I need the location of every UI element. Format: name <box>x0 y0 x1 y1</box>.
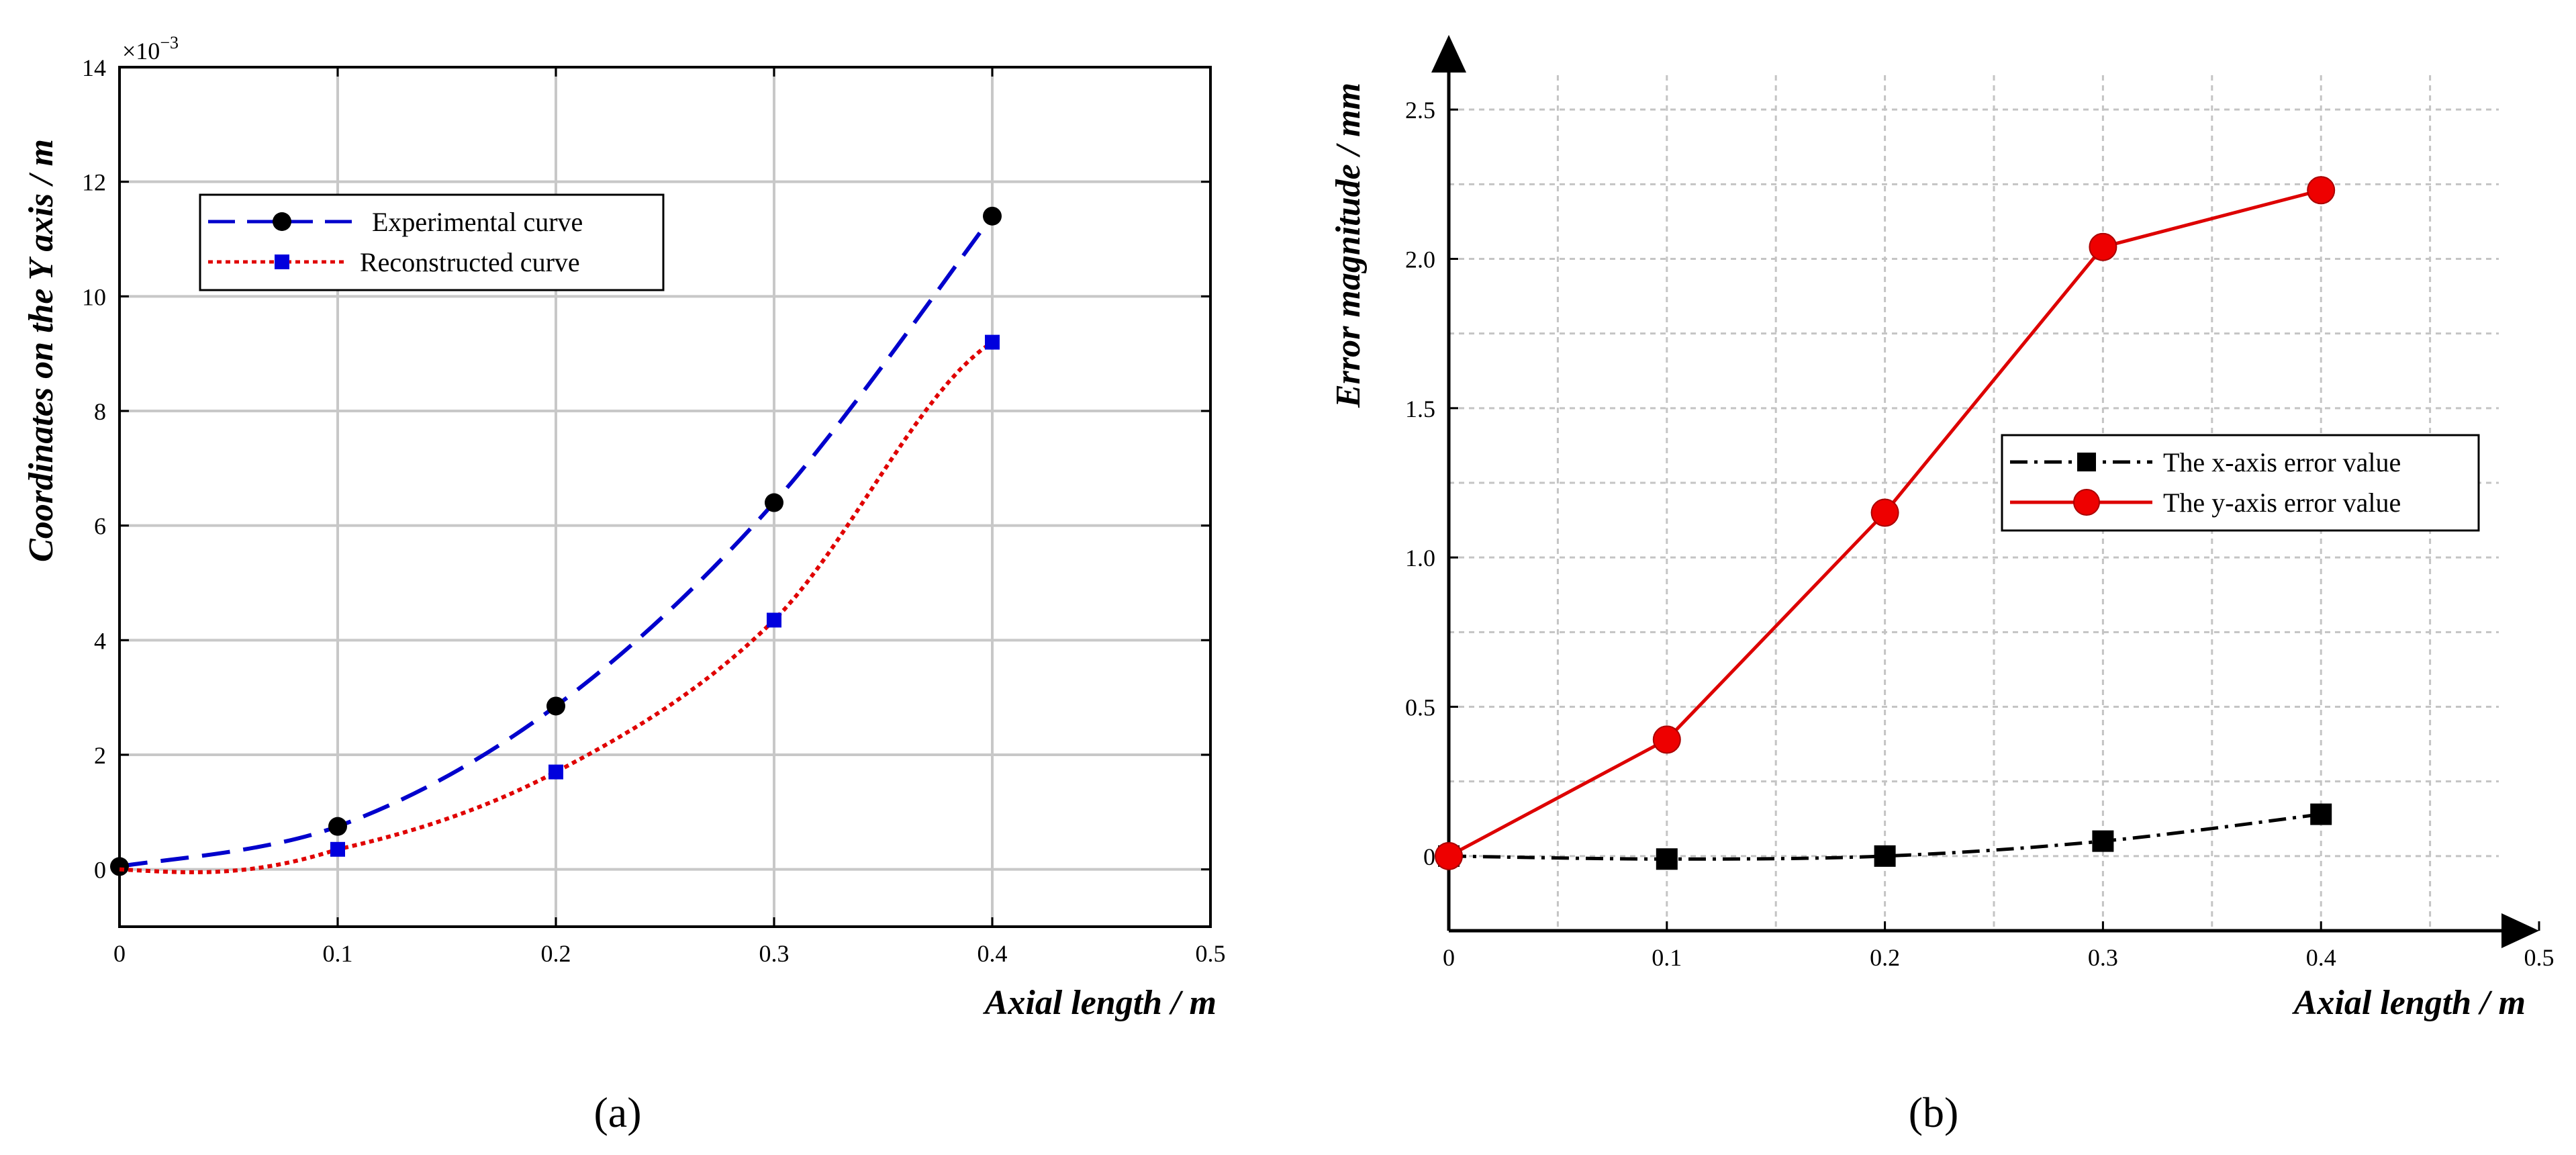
panel-a-reconstructed-point <box>985 334 1000 350</box>
panel-b-y-error-point <box>2089 232 2117 261</box>
panel-b-axes <box>1431 35 2539 948</box>
panel-b-x-error-point <box>2310 803 2332 825</box>
panel-b-legend-label-y-error: The y-axis error value <box>2163 488 2401 518</box>
panel-a-x-tick-label: 0.5 <box>1196 940 1226 967</box>
panel-b-y-tick-label: 1.5 <box>1405 396 1435 422</box>
panel-b-x-axis-label: Axial length / m <box>2292 984 2526 1022</box>
panel-a-experimental-point <box>983 206 1002 226</box>
panel-b-y-error-point <box>1870 498 1899 527</box>
panel-a: 0 0.1 0.2 0.3 0.4 0.5 0 2 4 6 8 10 12 14 ×10−3 Axial … <box>22 33 1226 1136</box>
panel-a-series-experimental-line <box>119 215 994 869</box>
panel-b-x-error-point <box>2092 830 2114 852</box>
panel-b-y-tick-label: 1.0 <box>1405 545 1435 571</box>
panel-b-y-tick-label: 2.5 <box>1405 97 1435 124</box>
panel-b-x-tick-label: 0.3 <box>2088 944 2118 971</box>
panel-a-series-reconstructed-line <box>119 340 994 874</box>
panel-a-legend-marker-experimental <box>273 212 291 231</box>
panel-a-experimental-point <box>765 493 783 512</box>
panel-a-y-tick-label: 10 <box>82 283 106 310</box>
panel-a-y-tick-label: 8 <box>94 398 106 425</box>
panel-b-legend-marker-x-error <box>2077 453 2096 471</box>
panel-b-x-axis-arrow <box>2501 913 2539 948</box>
panel-a-plot-frame <box>118 66 1212 928</box>
panel-a-y-tick-label: 2 <box>94 742 106 769</box>
panel-a-x-tick-label: 0.1 <box>323 940 353 967</box>
panel-b-y-tick-label: 2.0 <box>1405 246 1435 273</box>
panel-a-experimental-point <box>546 696 565 716</box>
panel-b-x-error-point <box>1656 848 1678 870</box>
panel-a-caption: (a) <box>593 1089 641 1136</box>
panel-a-experimental-point <box>110 857 129 876</box>
panel-a-x-tick-label: 0 <box>113 940 126 967</box>
panel-a-y-tick-label: 6 <box>94 513 106 540</box>
panel-b-y-error-point <box>2307 176 2336 205</box>
panel-a-x-axis-label: Axial length / m <box>983 984 1217 1022</box>
panel-b-ticks: 0 0.1 0.2 0.3 0.4 0.5 0 0.5 1.0 1.5 2.0 2.5 <box>1405 97 2555 971</box>
panel-b: 0 0.1 0.2 0.3 0.4 0.5 0 0.5 1.0 1.5 2.0 2.5 Axial l… <box>1329 35 2555 1136</box>
panel-b-series <box>1435 176 2336 870</box>
panel-a-x-tick-label: 0.3 <box>759 940 790 967</box>
panel-a-reconstructed-point <box>330 841 345 857</box>
panel-b-caption: (b) <box>1909 1089 1959 1136</box>
panel-a-y-tick-label: 14 <box>82 54 106 81</box>
panel-b-y-axis-arrow <box>1431 35 1466 73</box>
panel-b-legend-marker-y-error <box>2073 489 2100 516</box>
panel-a-y-tick-label: 4 <box>94 627 106 654</box>
panel-b-legend-label-x-error: The x-axis error value <box>2163 447 2401 477</box>
panel-a-y-tick-label: 0 <box>94 857 106 884</box>
panel-a-legend-marker-reconstructed <box>275 255 289 269</box>
panel-a-exponent-label: ×10−3 <box>122 33 179 64</box>
panel-b-x-tick-label: 0.4 <box>2306 944 2336 971</box>
panel-a-series <box>110 206 1002 876</box>
panel-b-y-error-point <box>1435 841 1463 870</box>
panel-b-y-axis-label: Error magnitude / mm <box>1329 83 1368 408</box>
panel-a-reconstructed-point <box>767 612 781 628</box>
panel-a-experimental-point <box>328 817 347 836</box>
panel-b-x-tick-label: 0.5 <box>2524 944 2555 971</box>
panel-b-x-error-point <box>1874 845 1896 867</box>
panel-a-x-tick-label: 0.2 <box>541 940 571 967</box>
panel-b-legend: The x-axis error value The y-axis error … <box>2001 434 2480 532</box>
panel-a-legend: Experimental curve Reconstructed curve <box>199 193 665 291</box>
panel-a-legend-label-experimental: Experimental curve <box>372 207 583 237</box>
panel-a-reconstructed-point <box>548 764 563 780</box>
panel-a-ticks: 0 0.1 0.2 0.3 0.4 0.5 0 2 4 6 8 10 12 14 <box>82 54 1226 967</box>
panel-b-x-tick-label: 0.2 <box>1870 944 1900 971</box>
panel-b-y-tick-label: 0.5 <box>1405 694 1435 721</box>
panel-b-x-tick-label: 0 <box>1443 944 1455 971</box>
panel-a-y-tick-label: 12 <box>82 169 106 196</box>
panel-b-x-tick-label: 0.1 <box>1652 944 1682 971</box>
panel-a-legend-label-reconstructed: Reconstructed curve <box>360 247 580 277</box>
panel-b-y-tick-label: 0 <box>1423 843 1435 870</box>
panel-b-y-error-point <box>1652 725 1681 754</box>
panel-a-x-tick-label: 0.4 <box>977 940 1008 967</box>
panel-a-legend-box <box>199 193 665 291</box>
panel-a-y-axis-label: Coordinates on the Y axis / m <box>22 139 60 562</box>
